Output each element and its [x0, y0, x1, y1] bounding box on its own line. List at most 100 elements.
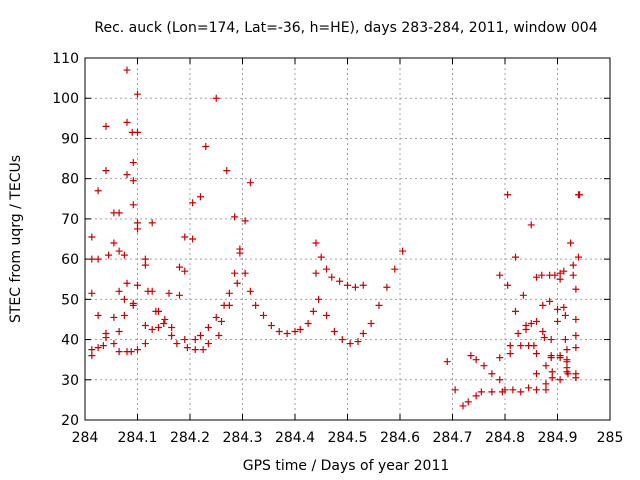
data-point — [556, 376, 564, 384]
data-point — [134, 90, 141, 98]
data-point — [252, 301, 260, 309]
data-point — [141, 255, 149, 263]
data-point — [191, 346, 199, 354]
data-point — [546, 297, 554, 305]
y-tick-label: 90 — [61, 131, 79, 147]
data-point — [275, 328, 283, 336]
data-point — [241, 269, 249, 277]
data-point — [123, 171, 131, 179]
data-point — [556, 269, 564, 277]
data-point — [191, 336, 199, 344]
data-point — [189, 199, 197, 207]
y-tick-label: 30 — [61, 373, 79, 389]
data-point — [504, 191, 512, 199]
data-point — [509, 386, 517, 394]
data-point — [88, 352, 96, 360]
data-point — [548, 374, 556, 382]
data-point — [533, 350, 540, 358]
data-point — [260, 311, 267, 319]
data-point — [547, 336, 555, 344]
data-point — [539, 301, 547, 309]
data-point — [102, 122, 110, 130]
data-point — [225, 301, 233, 309]
data-point — [330, 328, 338, 336]
data-point — [542, 362, 550, 370]
data-point — [548, 368, 556, 376]
data-point — [472, 356, 480, 364]
data-point — [141, 340, 149, 348]
data-point — [533, 273, 540, 281]
data-point — [519, 291, 527, 299]
data-point — [241, 217, 249, 225]
data-point — [554, 317, 561, 325]
data-point — [218, 317, 225, 325]
data-point — [115, 328, 123, 336]
data-point — [540, 334, 548, 342]
data-point — [115, 247, 123, 255]
x-tick-label: 284.7 — [432, 430, 472, 446]
data-point — [212, 313, 220, 321]
data-point — [538, 271, 546, 279]
data-point — [572, 315, 580, 323]
x-tick-label: 284.5 — [327, 430, 367, 446]
data-point — [123, 66, 131, 74]
y-tick-label: 70 — [61, 212, 79, 228]
data-point — [517, 342, 525, 350]
data-point — [88, 233, 96, 241]
data-point — [176, 291, 183, 299]
data-point — [554, 305, 561, 313]
data-point — [123, 118, 131, 126]
data-point — [375, 301, 383, 309]
data-point — [556, 275, 564, 283]
data-point — [134, 219, 141, 227]
x-tick-label: 284.4 — [275, 430, 315, 446]
grid-lines — [85, 58, 610, 420]
data-point — [165, 289, 173, 297]
data-point — [296, 326, 304, 333]
data-point — [129, 177, 137, 185]
data-point — [204, 340, 212, 348]
data-point — [323, 265, 330, 273]
data-point — [496, 376, 504, 384]
data-point — [551, 271, 559, 279]
data-point — [354, 338, 362, 346]
data-point — [563, 358, 571, 366]
data-point — [173, 340, 181, 348]
data-point — [344, 281, 351, 289]
data-point — [569, 271, 577, 279]
data-point — [312, 239, 320, 247]
x-tick-label: 284.3 — [222, 430, 262, 446]
data-point — [477, 388, 485, 396]
data-point — [181, 336, 189, 344]
data-point — [451, 386, 459, 394]
data-point — [572, 344, 580, 352]
data-point — [129, 301, 137, 309]
data-point — [197, 332, 204, 340]
x-tick-label: 284 — [72, 430, 99, 446]
data-point — [572, 332, 580, 340]
data-point — [522, 326, 530, 333]
data-point — [517, 388, 525, 396]
data-point — [472, 392, 480, 400]
data-point — [564, 370, 572, 378]
y-tick-label: 60 — [61, 252, 79, 268]
data-point — [267, 321, 275, 329]
data-point — [443, 358, 451, 366]
data-points — [88, 66, 584, 410]
data-point — [556, 354, 564, 362]
x-tick-label: 285 — [597, 430, 624, 446]
data-point — [134, 225, 141, 233]
data-point — [346, 340, 354, 348]
data-point — [141, 261, 149, 269]
data-point — [202, 142, 210, 150]
data-point — [488, 388, 496, 396]
data-point — [236, 249, 244, 257]
data-point — [572, 374, 580, 382]
data-point — [569, 261, 577, 269]
data-point — [161, 315, 169, 323]
data-point — [134, 346, 141, 354]
data-point — [309, 307, 317, 315]
data-point — [547, 354, 555, 362]
data-point — [283, 330, 291, 338]
data-point — [231, 213, 239, 221]
